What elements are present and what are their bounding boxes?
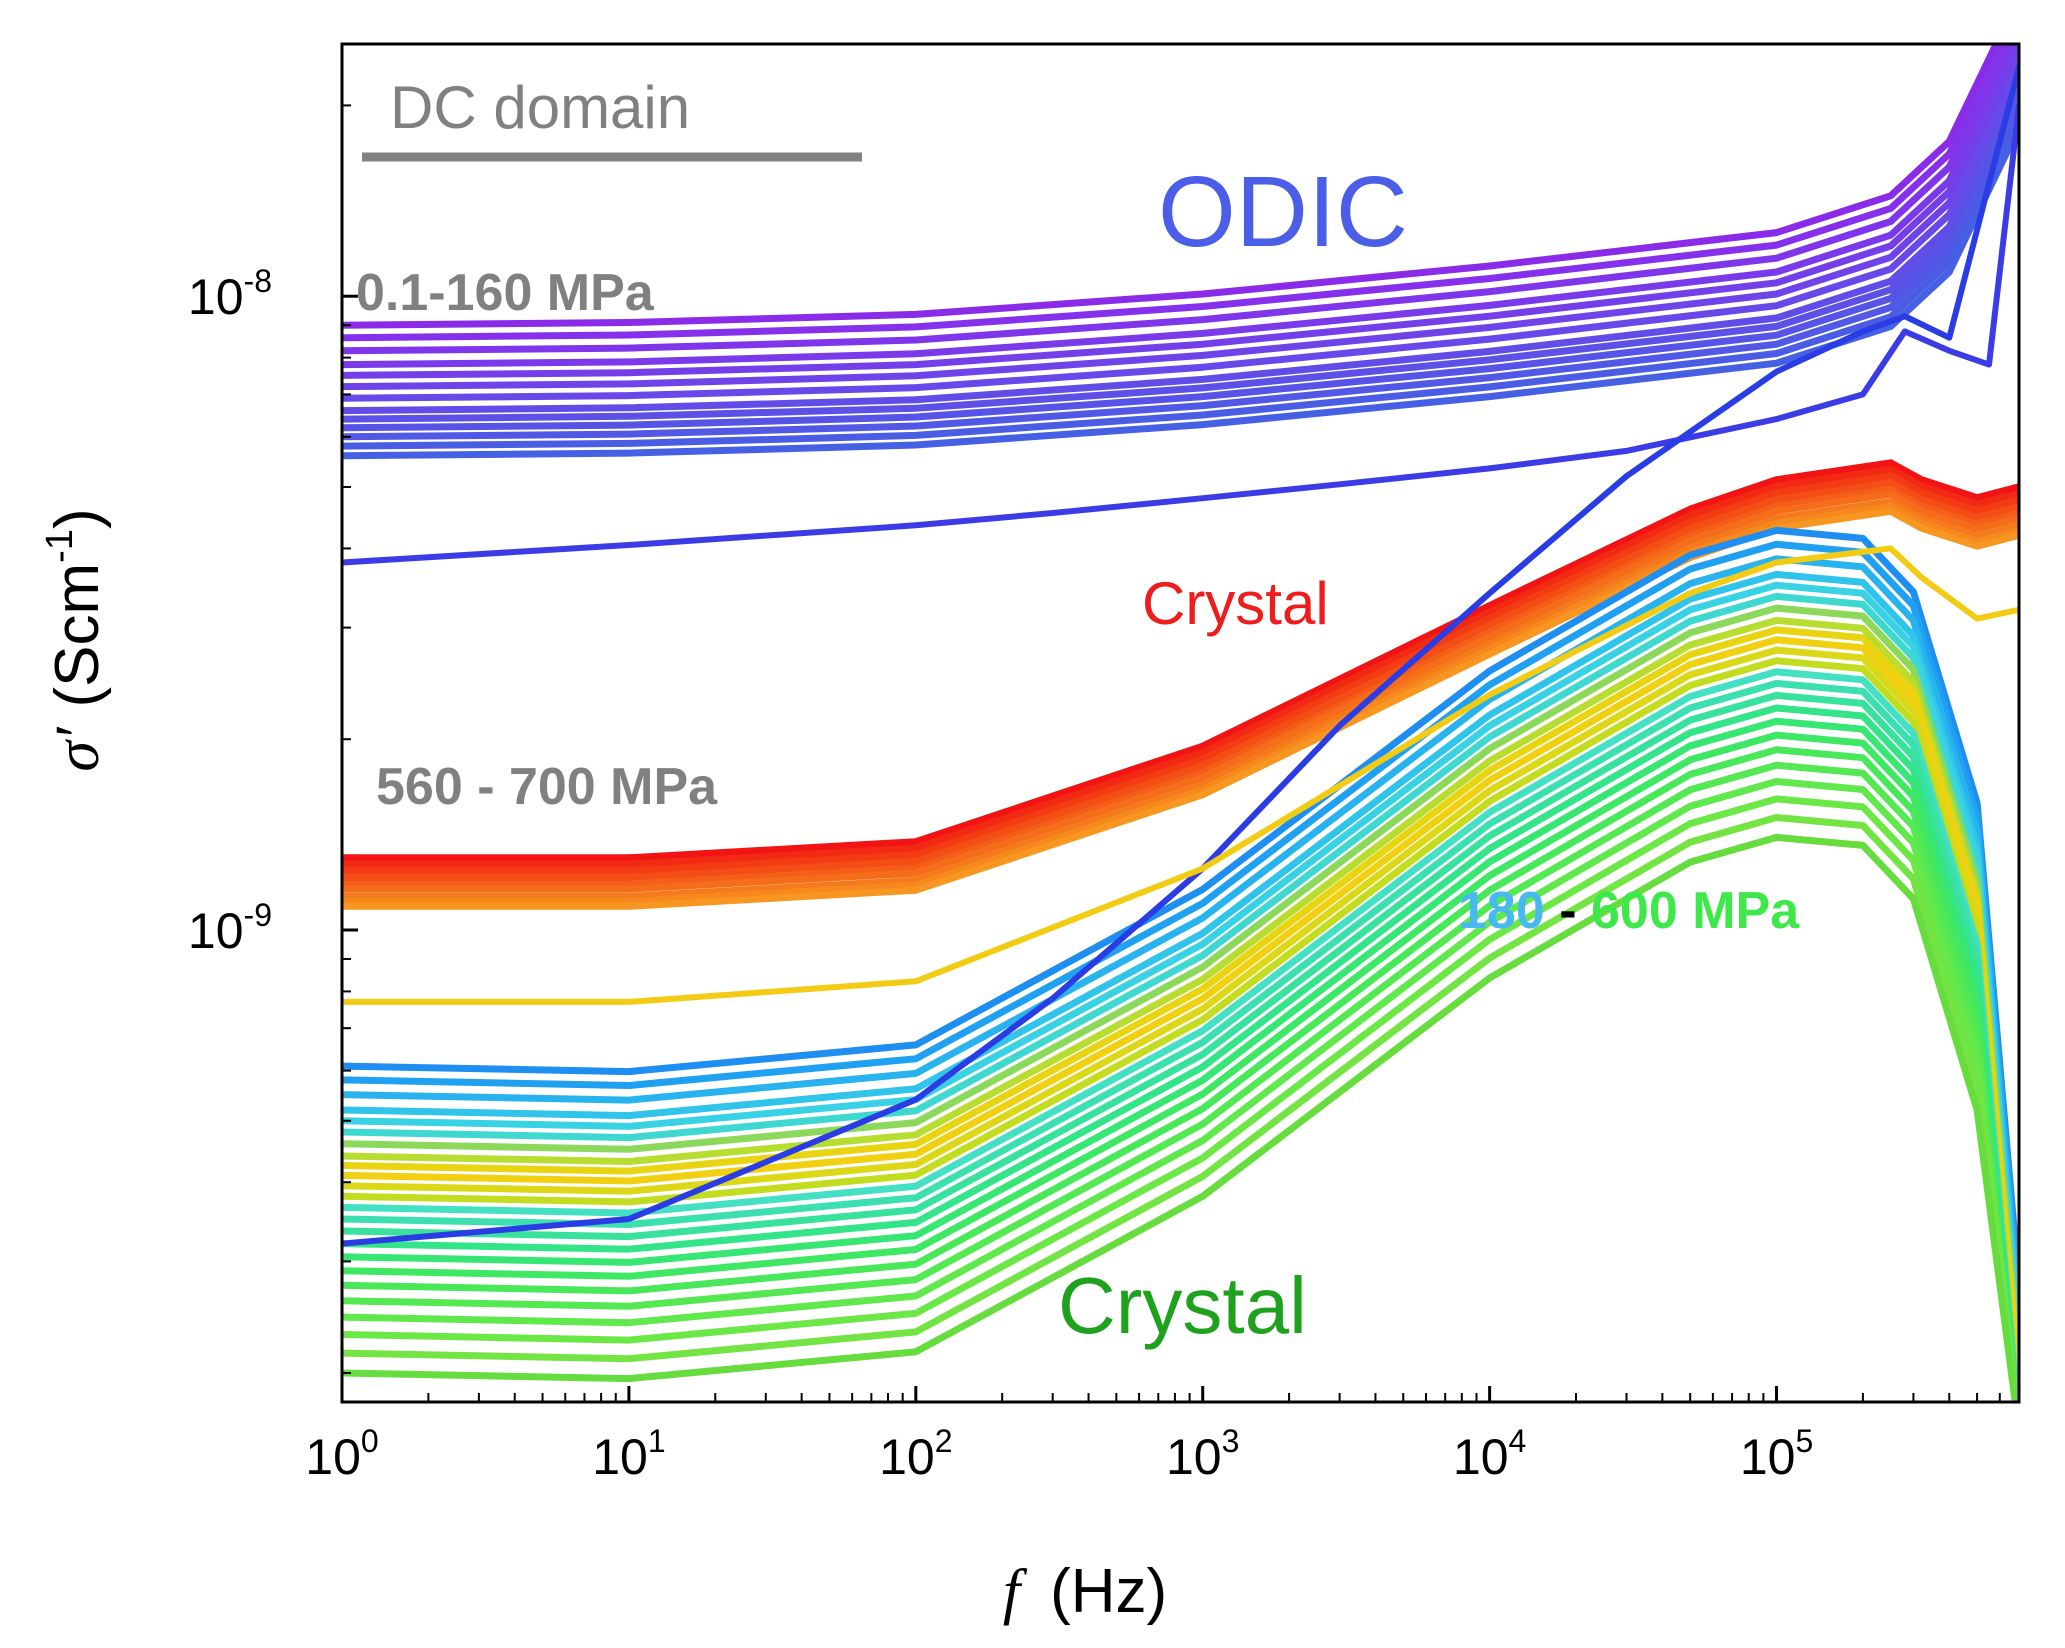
- series-line: [342, 490, 2019, 893]
- series-line: [342, 479, 2019, 881]
- series-line: [342, 814, 2019, 1402]
- green-range-dash: -: [1545, 882, 1591, 940]
- series-line: [342, 691, 2019, 1402]
- x-tick-exp: 0: [361, 1423, 379, 1459]
- plot-frame: [340, 42, 2021, 1404]
- series-line: [342, 44, 2013, 355]
- red-range-label: 560 - 700 MPa: [376, 758, 718, 816]
- series-line: [342, 731, 2019, 1402]
- series-line: [342, 555, 2019, 1318]
- y-axis-unit-close: ): [43, 508, 112, 529]
- y-tick-base: 10: [188, 903, 244, 959]
- series-line: [342, 102, 2019, 566]
- series-line: [342, 104, 2019, 441]
- x-tick-label: 100: [305, 1423, 378, 1485]
- series-line: [342, 778, 2019, 1402]
- x-tick-exp: 2: [935, 1423, 953, 1459]
- odic-label: ODIC: [1158, 156, 1408, 268]
- y-tick-label: 10-8: [188, 263, 272, 325]
- x-axis-unit: (Hz): [1050, 1557, 1167, 1626]
- x-tick-base: 10: [1166, 1429, 1222, 1485]
- y-axis-unit-exp: -1: [39, 529, 81, 563]
- series-line: [342, 44, 2001, 329]
- x-axis-ticks: 100 101 102 103 104 105: [305, 1386, 2020, 1485]
- series-line: [342, 78, 2019, 415]
- series-line: [342, 545, 2019, 1005]
- series-line: [342, 66, 2019, 402]
- x-tick-base: 10: [1740, 1429, 1796, 1485]
- green-range-start: 180: [1458, 882, 1545, 940]
- x-tick-label: 102: [879, 1423, 952, 1485]
- series-line: [342, 717, 2019, 1402]
- series-line: [342, 114, 2019, 450]
- series-line: [342, 604, 2019, 1367]
- x-tick-base: 10: [879, 1429, 935, 1485]
- series-lines: [342, 44, 2019, 1402]
- x-tick-label: 105: [1740, 1423, 1813, 1485]
- odic-range-label: 0.1-160 MPa: [356, 264, 655, 322]
- green-range-end: 600 MPa: [1591, 882, 1800, 940]
- y-tick-label: 10-9: [188, 897, 272, 959]
- y-tick-exp: -9: [244, 897, 272, 933]
- x-tick-exp: 5: [1795, 1423, 1813, 1459]
- series-line: [342, 44, 2019, 369]
- x-axis-symbol: f: [1003, 1558, 1028, 1626]
- series-line: [342, 795, 2019, 1402]
- series-line: [342, 44, 2019, 379]
- series-line: [342, 54, 2019, 391]
- series-line: [342, 95, 2019, 432]
- x-tick-base: 10: [1453, 1429, 1509, 1485]
- x-tick-label: 101: [592, 1423, 665, 1485]
- y-tick-base: 10: [188, 269, 244, 325]
- x-tick-label: 104: [1453, 1423, 1526, 1485]
- series-line: [342, 704, 2019, 1402]
- y-tick-exp: -8: [244, 263, 272, 299]
- series-line: [342, 526, 2019, 1290]
- crystal-green-label: Crystal: [1058, 1261, 1307, 1350]
- series-line: [342, 64, 2019, 1247]
- series-line: [342, 86, 2019, 423]
- x-tick-exp: 3: [1222, 1423, 1240, 1459]
- x-tick-exp: 1: [648, 1423, 666, 1459]
- series-line: [342, 497, 2019, 900]
- x-tick-base: 10: [305, 1429, 361, 1485]
- series-line: [342, 44, 2007, 342]
- series-line: [342, 485, 2019, 888]
- y-axis-ticks: 10-910-8: [188, 104, 358, 1374]
- y-axis-label: σ′ (Scm-1): [39, 508, 112, 771]
- series-line: [342, 746, 2019, 1402]
- x-tick-base: 10: [592, 1429, 648, 1485]
- series-line: [342, 472, 2019, 875]
- x-tick-label: 103: [1166, 1423, 1239, 1485]
- dc-domain-label: DC domain: [390, 74, 690, 141]
- y-axis-unit-base: (Scm: [43, 563, 112, 708]
- series-line: [342, 465, 2019, 868]
- series-line: [342, 833, 2019, 1402]
- green-range-label: 180 - 600 MPa: [1458, 882, 1800, 940]
- series-line: [342, 459, 2019, 862]
- series-line: [342, 123, 2019, 460]
- series-line: [342, 761, 2019, 1402]
- x-axis-label: f (Hz): [1003, 1557, 1167, 1626]
- crystal-red-label: Crystal: [1142, 570, 1329, 637]
- y-axis-symbol: σ′: [44, 726, 112, 772]
- series-line: [342, 540, 2019, 1304]
- x-tick-exp: 4: [1509, 1423, 1527, 1459]
